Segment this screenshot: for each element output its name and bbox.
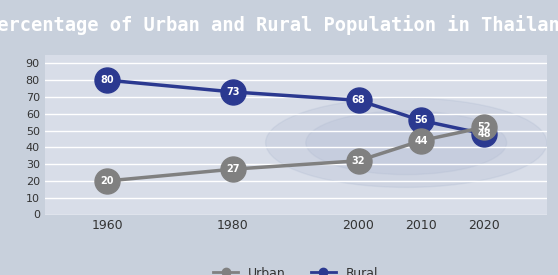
Text: 44: 44 xyxy=(415,136,428,146)
Text: 73: 73 xyxy=(226,87,240,97)
Text: 80: 80 xyxy=(100,75,114,85)
Text: Percentage of Urban and Rural Population in Thailand: Percentage of Urban and Rural Population… xyxy=(0,15,558,35)
Circle shape xyxy=(266,98,547,187)
Text: 20: 20 xyxy=(100,176,114,186)
Text: 52: 52 xyxy=(477,122,491,132)
Text: 56: 56 xyxy=(415,116,428,125)
Legend: Urban, Rural: Urban, Rural xyxy=(208,262,383,275)
Circle shape xyxy=(306,111,507,175)
Text: 68: 68 xyxy=(352,95,365,105)
Text: 27: 27 xyxy=(226,164,240,174)
Text: 48: 48 xyxy=(477,129,491,139)
Text: 32: 32 xyxy=(352,156,365,166)
